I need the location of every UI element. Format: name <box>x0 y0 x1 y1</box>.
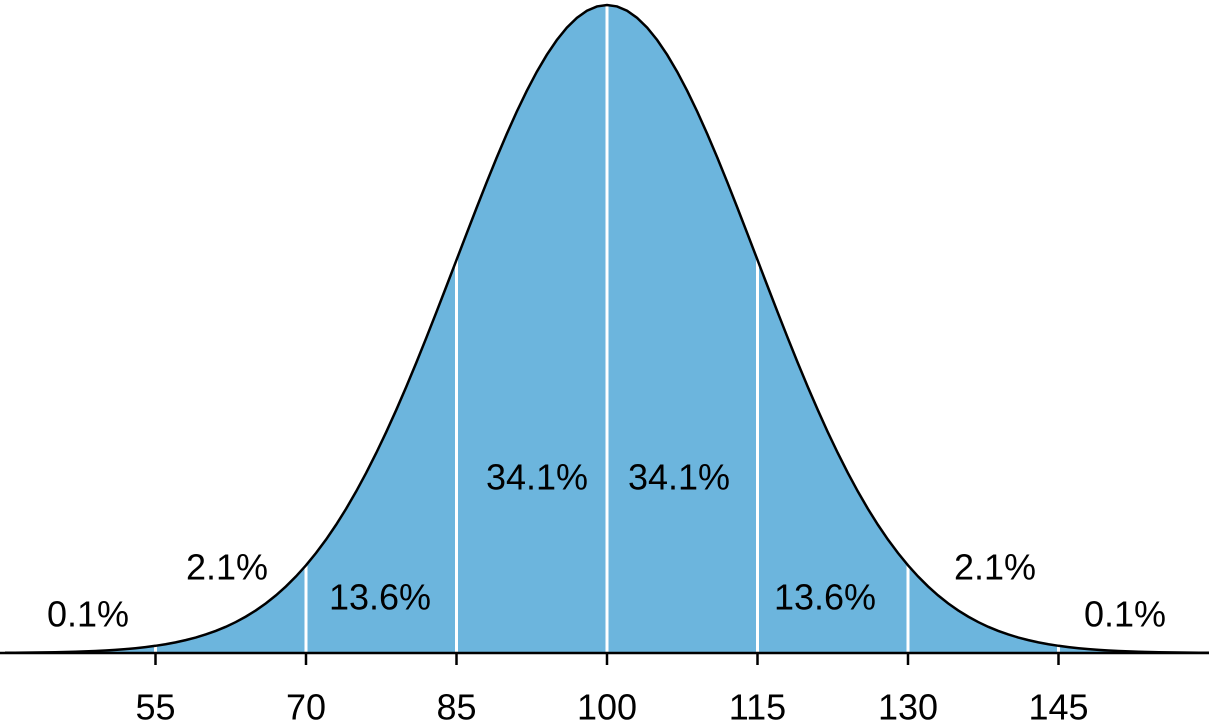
region-label: 0.1% <box>47 594 129 635</box>
region <box>456 4 608 654</box>
region <box>606 4 758 654</box>
region-label: 2.1% <box>186 547 268 588</box>
x-tick-label: 85 <box>436 687 476 726</box>
region-label: 13.6% <box>774 577 876 618</box>
x-tick-label: 70 <box>286 687 326 726</box>
region-label: 0.1% <box>1084 594 1166 635</box>
x-tick-label: 115 <box>729 687 786 726</box>
x-tick-label: 55 <box>135 687 175 726</box>
region-label: 34.1% <box>628 457 730 498</box>
curve <box>4 3 1209 655</box>
x-tick-label: 130 <box>878 687 938 726</box>
region-label: 2.1% <box>954 547 1036 588</box>
x-tick-label: 100 <box>577 687 637 726</box>
region-label: 13.6% <box>329 577 431 618</box>
x-tick-label: 145 <box>1028 687 1088 726</box>
region-label: 34.1% <box>486 457 588 498</box>
